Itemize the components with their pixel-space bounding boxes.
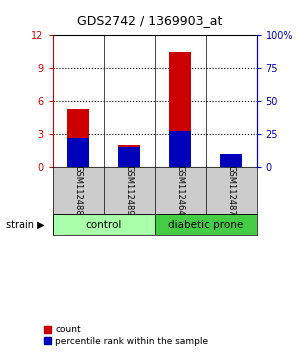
Text: diabetic prone: diabetic prone	[168, 220, 243, 230]
Bar	[118, 147, 140, 167]
Bar	[220, 163, 242, 167]
Bar	[169, 131, 191, 167]
Text: GSM112488: GSM112488	[74, 165, 82, 216]
Bar	[118, 145, 140, 167]
Bar	[52, 214, 154, 235]
Text: strain ▶: strain ▶	[6, 220, 45, 230]
Legend: count, percentile rank within the sample: count, percentile rank within the sample	[44, 325, 208, 346]
Bar	[220, 154, 242, 167]
Text: GSM112489: GSM112489	[124, 165, 134, 216]
Text: control: control	[85, 220, 122, 230]
Text: GDS2742 / 1369903_at: GDS2742 / 1369903_at	[77, 13, 223, 27]
Bar	[154, 214, 256, 235]
Bar	[169, 52, 191, 167]
Bar	[67, 109, 89, 167]
Text: GSM112464: GSM112464	[176, 165, 184, 216]
Text: GSM112487: GSM112487	[226, 165, 236, 216]
Bar	[67, 137, 89, 167]
